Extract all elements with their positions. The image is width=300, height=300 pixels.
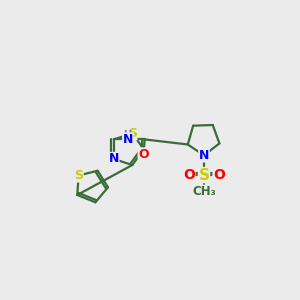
Text: O: O [213, 168, 225, 182]
Text: N: N [109, 152, 119, 166]
Text: N: N [199, 149, 209, 162]
Text: N: N [123, 133, 133, 146]
Text: S: S [199, 168, 209, 183]
Text: O: O [138, 148, 149, 161]
Text: CH₃: CH₃ [192, 185, 216, 198]
Text: O: O [183, 168, 195, 182]
Text: S: S [128, 127, 137, 140]
Text: S: S [74, 169, 83, 182]
Text: H: H [123, 130, 131, 140]
